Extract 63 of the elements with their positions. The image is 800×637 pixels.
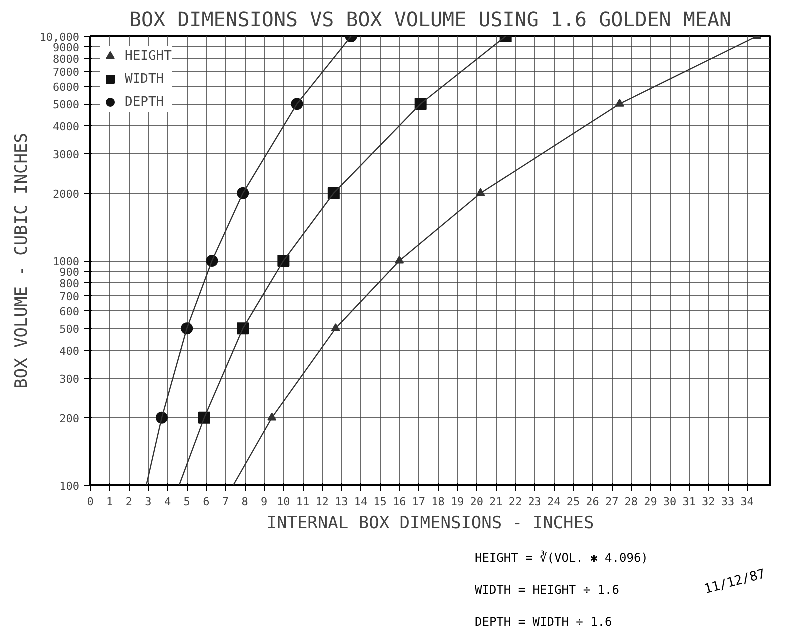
y-tick-label: 600	[60, 305, 80, 318]
x-tick-label: 15	[374, 496, 387, 508]
x-tick-label: 4	[164, 496, 172, 508]
x-tick-label: 20	[470, 496, 484, 508]
y-tick-label: 8000	[53, 52, 80, 66]
y-tick-label: 4000	[53, 120, 80, 134]
x-tick-label: 9	[261, 496, 268, 508]
x-tick-label: 10	[277, 496, 290, 508]
x-tick-label: 24	[548, 496, 562, 508]
x-tick-label: 16	[392, 496, 406, 508]
x-tick-label: 14	[354, 496, 368, 508]
x-tick-label: 2	[126, 496, 132, 508]
text: DEPTH = WIDTH ÷ 1.6	[475, 614, 612, 631]
y-tick-label: 800	[60, 277, 80, 290]
x-tick-label: 5	[184, 496, 190, 508]
x-tick-label: 17	[412, 496, 426, 508]
y-tick-label: 10,000	[40, 31, 80, 44]
x-tick-label: 30	[663, 496, 677, 508]
x-tick-label: 26	[586, 496, 600, 508]
x-tick-label: 29	[644, 496, 658, 508]
x-tick-label: 1	[106, 496, 114, 508]
x-tick-label: 31	[682, 496, 696, 508]
y-tick-label: 9000	[53, 41, 80, 54]
x-tick-label: 32	[702, 496, 716, 508]
y-tick-label: 100	[60, 480, 80, 493]
text: WIDTH = HEIGHT ÷ 1.6	[475, 582, 620, 599]
y-tick-label: 900	[60, 266, 80, 279]
x-tick-label: 19	[450, 496, 464, 508]
legend-label: HEIGHT	[125, 48, 172, 64]
x-tick-label: 18	[432, 496, 445, 508]
y-axis-title: BOX VOLUME - CUBIC INCHES	[12, 133, 32, 389]
y-tick-label: 3000	[53, 148, 80, 162]
y-tick-label: 200	[60, 412, 80, 426]
y-tick-label: 400	[60, 344, 80, 358]
x-axis-title: INTERNAL BOX DIMENSIONS - INCHES	[266, 514, 594, 534]
legend-label: DEPTH	[125, 94, 164, 110]
x-tick-label: 23	[528, 496, 542, 508]
x-tick-label: 22	[508, 496, 522, 508]
x-tick-label: 12	[316, 496, 329, 508]
chart-title: BOX DIMENSIONS VS BOX VOLUME USING 1.6 GOLDEN MEAN	[129, 8, 732, 32]
y-tick-label: 700	[60, 290, 80, 304]
x-tick-label: 25	[566, 496, 580, 508]
x-tick-label: 7	[222, 496, 230, 508]
text: HEIGHT = ∛(VOL. ✱ 4.096)	[475, 550, 648, 567]
y-tick-label: 1000	[53, 256, 80, 268]
x-tick-label: 21	[490, 496, 503, 508]
x-tick-label: 6	[203, 496, 210, 508]
legend-label: WIDTH	[125, 72, 164, 86]
x-tick-label: 33	[721, 496, 735, 508]
y-tick-label: 5000	[53, 98, 80, 112]
y-tick-label: 500	[60, 323, 80, 336]
x-tick-label: 11	[296, 496, 310, 508]
y-tick-label: 6000	[53, 80, 80, 94]
x-tick-label: 3	[145, 496, 152, 508]
x-tick-label: 28	[624, 496, 638, 508]
x-tick-label: 34	[740, 496, 754, 508]
x-tick-label: 13	[335, 496, 348, 508]
y-tick-label: 2000	[53, 188, 80, 201]
y-tick-label: 7000	[53, 66, 80, 79]
y-tick-label: 300	[60, 372, 80, 386]
x-tick-label: 8	[242, 496, 248, 508]
x-tick-label: 0	[87, 496, 94, 508]
x-tick-label: 27	[605, 496, 619, 508]
